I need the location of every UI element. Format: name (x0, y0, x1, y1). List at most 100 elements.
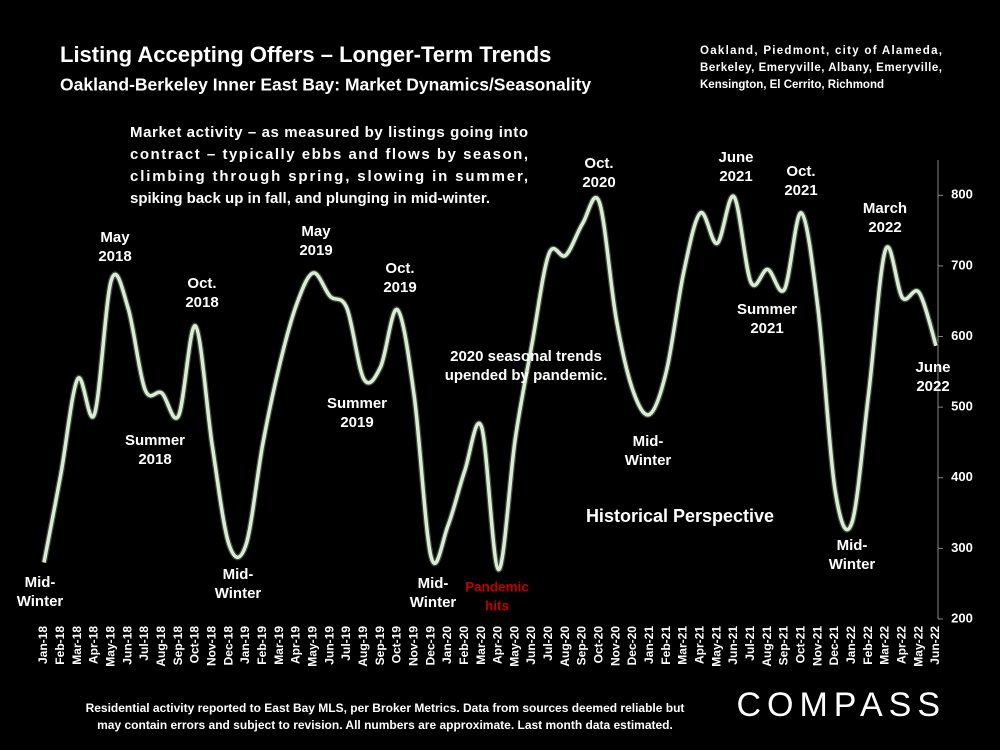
annotation: Mid- (25, 574, 56, 591)
x-tick-label: Dec-20 (625, 626, 639, 666)
y-tick-label: 500 (951, 399, 973, 414)
annotation: March (863, 200, 907, 217)
x-tick-label: Aug-19 (356, 626, 370, 667)
annotation: Oct. (786, 163, 815, 180)
y-tick-label: 700 (951, 257, 973, 272)
chart-title: Listing Accepting Offers – Longer-Term T… (60, 42, 551, 67)
y-tick-label: 800 (951, 187, 973, 202)
annotation: 2019 (340, 414, 373, 431)
y-tick-label: 600 (951, 328, 973, 343)
x-tick-label: May-18 (103, 626, 117, 667)
logo: COMPASS (736, 686, 946, 724)
annotation: Mid- (418, 575, 449, 592)
x-tick-label: Sep-21 (777, 626, 791, 666)
x-tick-label: Feb-21 (659, 626, 673, 665)
annotation: upended by pandemic. (445, 367, 608, 384)
x-tick-label: Sep-18 (171, 626, 185, 666)
x-tick-label: Feb-22 (861, 626, 875, 665)
x-tick-label: Jan-22 (844, 626, 858, 664)
x-tick-label: Jun-22 (928, 626, 942, 665)
annotation: 2021 (784, 182, 817, 199)
annotation: 2021 (719, 168, 752, 185)
x-tick-label: Apr-21 (693, 626, 707, 664)
annotation: Winter (625, 452, 672, 469)
annotation: Summer (125, 432, 185, 449)
x-tick-label: Jun-20 (524, 626, 538, 665)
x-tick-label: Apr-22 (895, 626, 909, 664)
annotation: 2018 (138, 451, 171, 468)
x-tick-label: May-22 (911, 626, 925, 667)
x-tick-label: Jan-19 (238, 626, 252, 664)
x-tick-label: Feb-19 (255, 626, 269, 665)
annotation: 2018 (98, 248, 131, 265)
x-tick-label: Sep-20 (575, 626, 589, 666)
x-tick-label: May-21 (709, 626, 723, 667)
annotation: 2020 (582, 174, 615, 191)
x-tick-label: Mar-20 (474, 626, 488, 665)
footer: Residential activity reported to East Ba… (86, 701, 685, 715)
x-tick-label: Oct-19 (390, 626, 404, 664)
x-tick-label: Jun-21 (726, 626, 740, 665)
y-tick-label: 300 (951, 540, 973, 555)
x-tick-label: Jul-20 (541, 626, 555, 661)
x-tick-label: Mar-19 (272, 626, 286, 665)
footer: may contain errors and subject to revisi… (97, 718, 673, 732)
x-tick-label: Aug-21 (760, 626, 774, 667)
annotation: 2018 (185, 294, 218, 311)
annotation: May (100, 229, 130, 246)
x-tick-label: Apr-20 (491, 626, 505, 664)
y-tick-label: 200 (951, 610, 973, 625)
annotation: Mid- (837, 537, 868, 554)
annotation: Winter (17, 593, 64, 610)
x-tick-label: Feb-20 (457, 626, 471, 665)
area-note: Oakland, Piedmont, city of Alameda, (700, 45, 942, 57)
x-tick-label: Mar-22 (878, 626, 892, 665)
annotation: Pandemic (465, 580, 529, 595)
x-tick-label: Dec-21 (827, 626, 841, 666)
annotation: May (301, 223, 331, 240)
chart-subtitle: Oakland-Berkeley Inner East Bay: Market … (60, 75, 591, 95)
x-tick-label: Oct-18 (188, 626, 202, 664)
annotation: Oct. (584, 155, 613, 172)
x-tick-label: Feb-18 (53, 626, 67, 665)
x-tick-label: Aug-18 (154, 626, 168, 667)
x-tick-label: May-19 (305, 626, 319, 667)
annotation: 2022 (916, 378, 949, 395)
annotation: Oct. (187, 275, 216, 292)
y-tick-label: 400 (951, 469, 973, 484)
description: contract – typically ebbs and flows by s… (130, 146, 528, 163)
x-tick-label: Jul-19 (339, 626, 353, 661)
annotation: hits (485, 599, 509, 614)
annotation: Mid- (223, 566, 254, 583)
annotation: Oct. (385, 260, 414, 277)
annotation: 2019 (383, 279, 416, 296)
x-tick-label: Nov-21 (810, 626, 824, 666)
x-tick-label: May-20 (507, 626, 521, 667)
annotation: Winter (215, 585, 262, 602)
x-tick-label: Apr-19 (289, 626, 303, 664)
x-tick-label: Mar-21 (676, 626, 690, 665)
annotation: Historical Perspective (586, 506, 774, 526)
annotation: Mid- (633, 433, 664, 450)
annotation: 2022 (868, 219, 901, 236)
x-tick-label: Apr-18 (87, 626, 101, 664)
area-note: Berkeley, Emeryville, Albany, Emeryville… (700, 62, 942, 74)
x-tick-label: Nov-19 (406, 626, 420, 666)
annotation: Summer (737, 301, 797, 318)
x-tick-label: Nov-20 (608, 626, 622, 666)
x-tick-label: Jan-20 (440, 626, 454, 664)
annotation: June (718, 149, 753, 166)
x-tick-label: Dec-18 (221, 626, 235, 666)
x-tick-label: Oct-20 (592, 626, 606, 664)
x-tick-label: Jan-21 (642, 626, 656, 664)
x-tick-label: Oct-21 (794, 626, 808, 664)
annotation: 2020 seasonal trends (450, 348, 602, 365)
annotation: Winter (829, 556, 876, 573)
x-tick-label: Mar-18 (70, 626, 84, 665)
x-tick-label: Jan-18 (36, 626, 50, 664)
annotation: 2021 (750, 320, 783, 337)
x-tick-label: Jul-18 (137, 626, 151, 661)
annotation: Summer (327, 395, 387, 412)
line (42, 194, 938, 572)
